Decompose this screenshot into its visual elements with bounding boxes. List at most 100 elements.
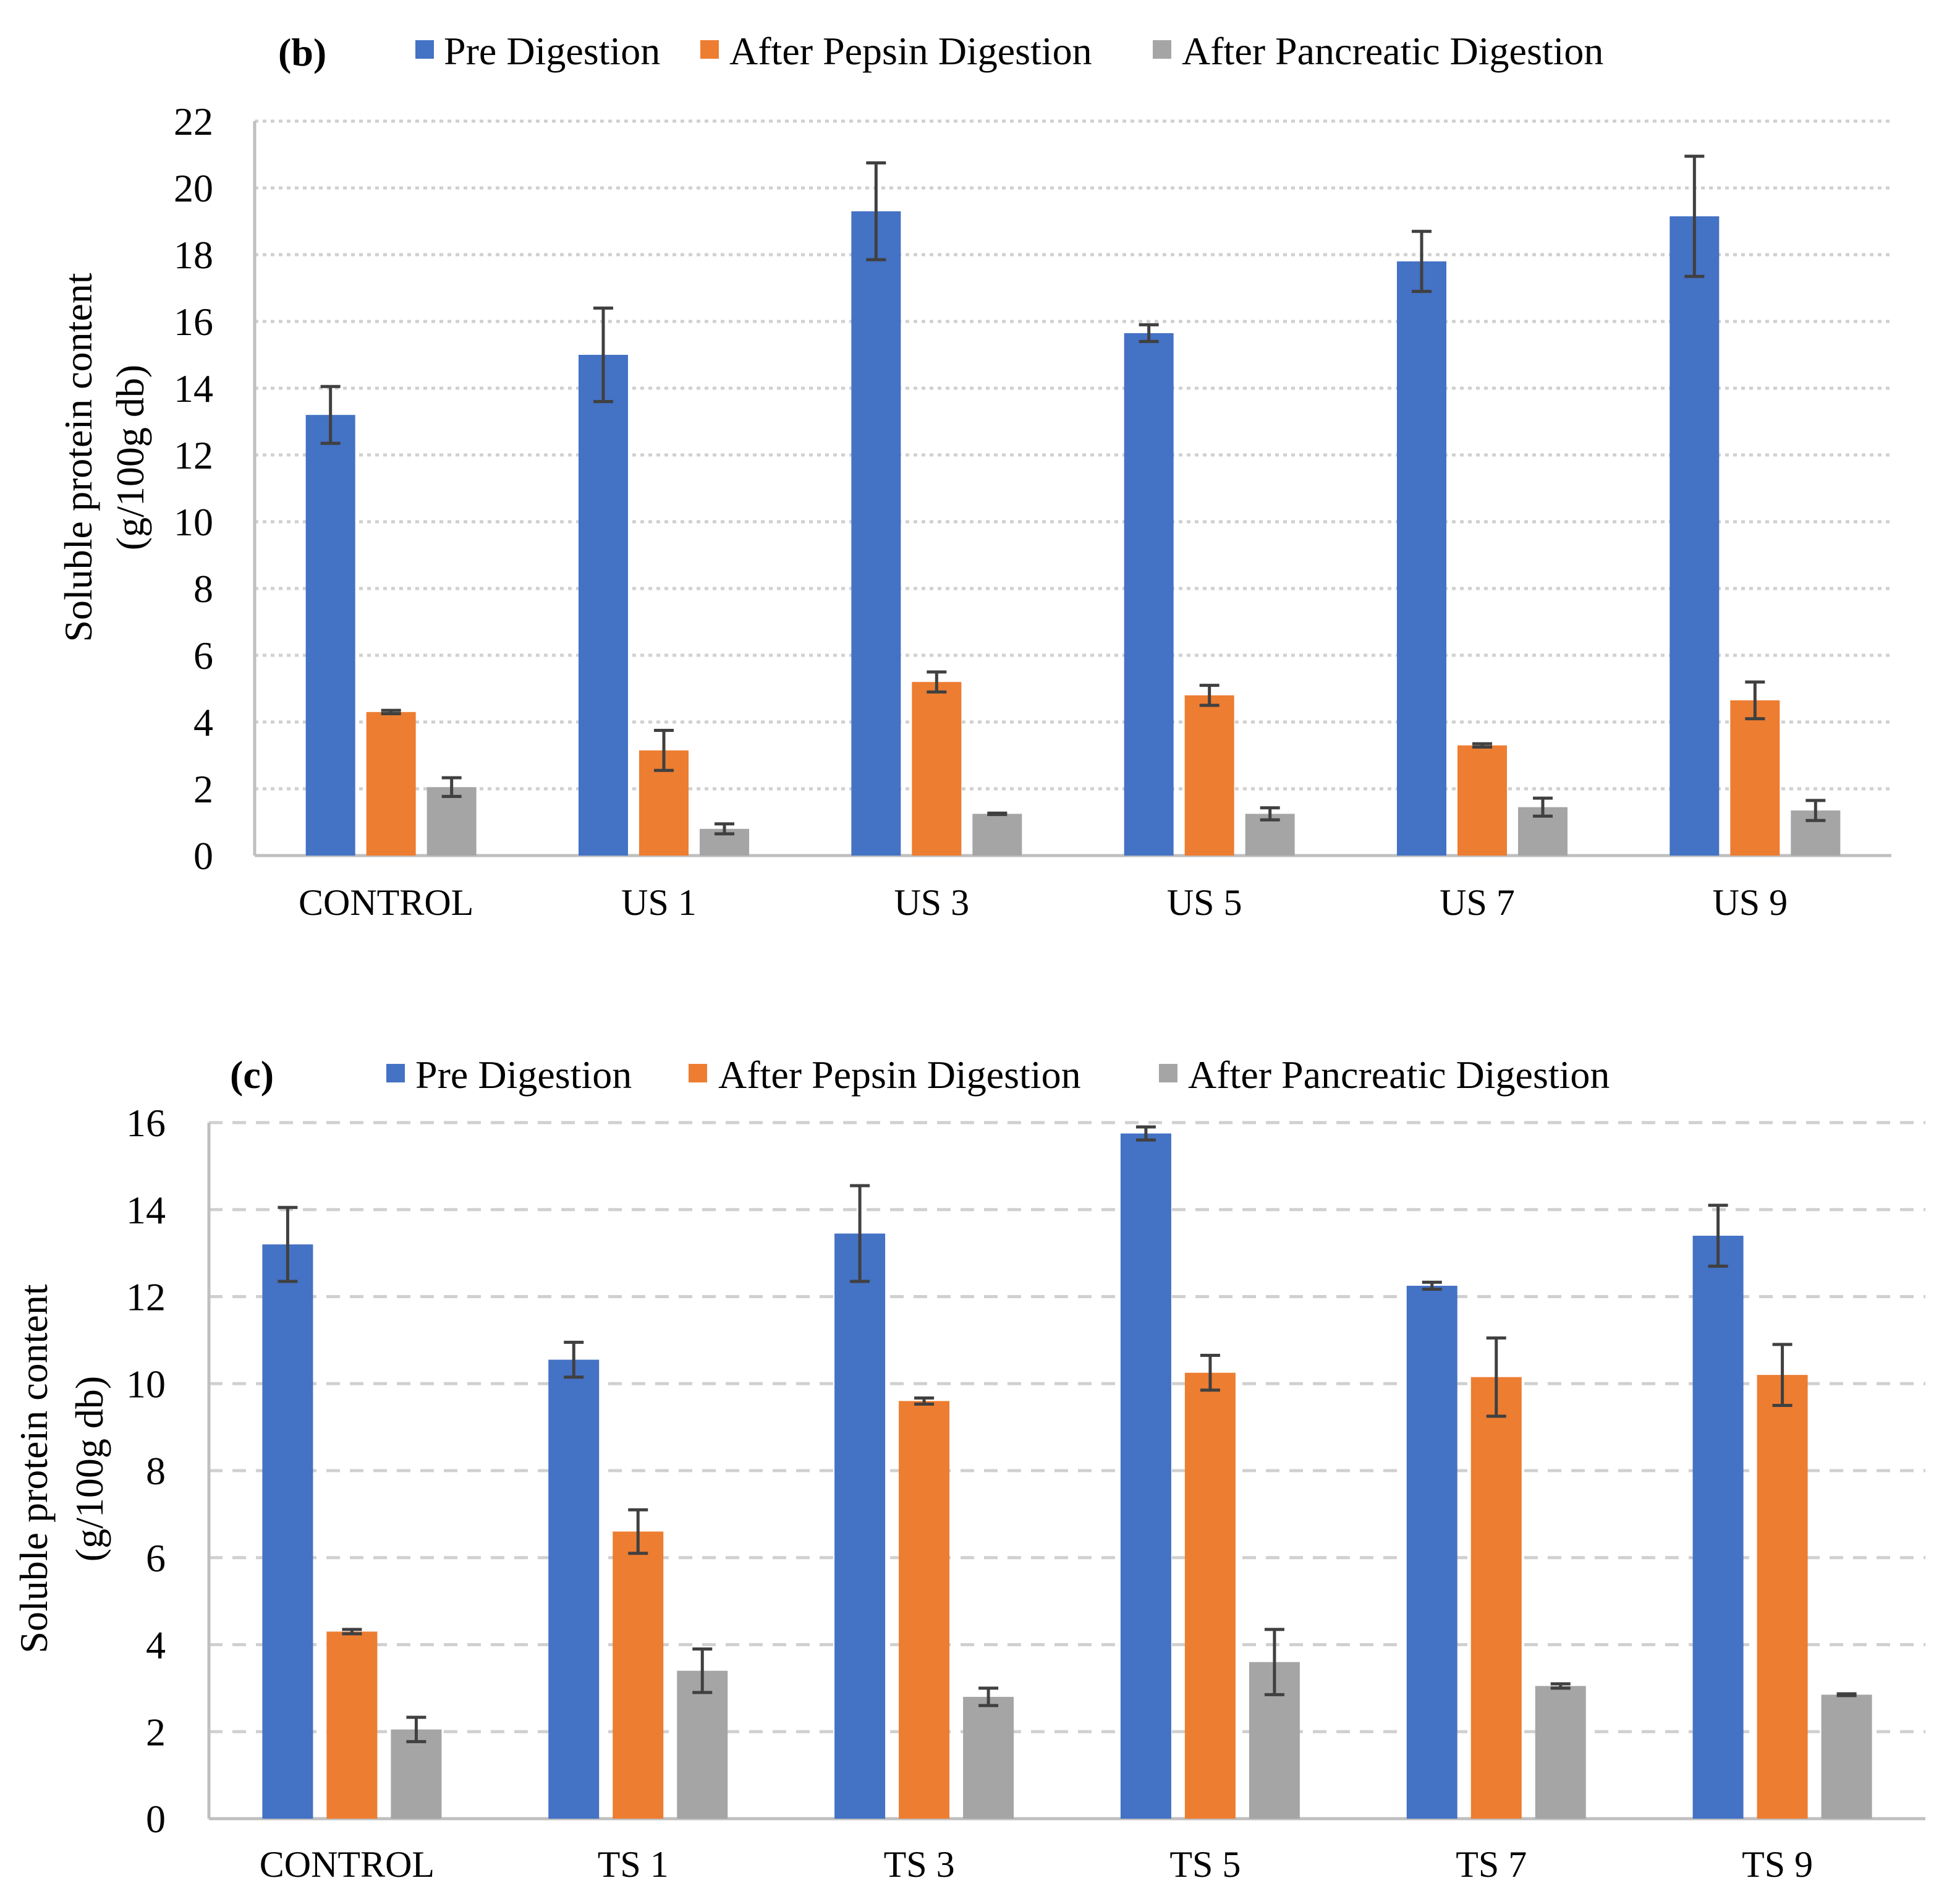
legend-swatch [415,40,434,59]
bar-pancreatic [426,787,477,856]
legend-item-pepsin: After Pepsin Digestion [700,29,1092,73]
y-tick-label: 6 [146,1536,166,1580]
bar-pancreatic [677,1670,728,1819]
error-bar [715,822,734,836]
y-axis-title-line2: (g/100g db) [108,365,152,550]
y-tick-label: 4 [146,1623,166,1667]
error-bar [1745,680,1765,721]
error-bar [1200,1354,1220,1392]
y-tick-labels: 0 2 4 6 8 10 12 14 16 18 20 22 [174,100,213,878]
error-bar [978,1686,999,1707]
error-bar [406,1715,426,1743]
error-bar [628,1508,648,1555]
error-bar [1135,1125,1156,1142]
error-bar [1836,1692,1857,1698]
legend-label: After Pancreatic Digestion [1188,1053,1610,1097]
error-bar [1805,799,1826,822]
bar-pancreatic [972,814,1022,856]
panel-label: (c) [230,1053,274,1097]
bar-pre [1406,1285,1457,1819]
bar-pre [305,415,355,856]
x-category-label: US 1 [621,882,697,923]
y-tick-label: 6 [193,634,213,678]
bar-pepsin [366,712,416,856]
gridlines [209,1121,1925,1733]
error-bar [1486,1336,1506,1418]
y-tick-label: 18 [174,233,213,277]
y-tick-label: 0 [193,834,213,878]
y-tick-label: 10 [126,1362,166,1406]
bar-pancreatic [1535,1686,1586,1819]
error-bar [1684,155,1705,278]
error-bars [278,1125,1857,1743]
y-tick-label: 0 [146,1797,166,1841]
y-tick-label: 4 [193,700,213,744]
error-bar [320,385,341,445]
x-category-label: TS 7 [1456,1844,1527,1885]
x-category-label: CONTROL [299,882,473,923]
bar-pre [851,211,901,856]
panel-label: (b) [278,30,326,74]
bar-pepsin [1184,1372,1236,1819]
x-category-label: US 9 [1712,882,1788,923]
x-category-label: TS 9 [1742,1844,1813,1885]
y-tick-label: 16 [126,1101,166,1145]
legend-label: Pre Digestion [415,1053,632,1097]
error-bar [1772,1343,1792,1407]
error-bar [564,1340,584,1379]
bar-pre [579,355,628,856]
legend-item-pancreatic: After Pancreatic Digestion [1153,29,1603,73]
error-bar [927,670,947,694]
legend-swatch [386,1064,405,1082]
legend-label: After Pepsin Digestion [729,29,1092,73]
error-bar [1264,1628,1284,1696]
error-bars [320,155,1826,836]
legend-item-pancreatic: After Pancreatic Digestion [1159,1053,1610,1097]
x-category-label: US 5 [1167,882,1242,923]
bar-pre [1397,261,1446,856]
error-bar [692,1647,713,1694]
bar-pepsin [613,1531,664,1819]
bar-pepsin [1730,700,1780,856]
bars [305,211,1841,856]
y-tick-labels: 0 2 4 6 8 10 12 14 16 [126,1101,166,1841]
bar-pre [834,1233,886,1819]
y-tick-label: 14 [126,1188,166,1232]
y-tick-label: 2 [146,1710,166,1754]
y-tick-label: 14 [174,367,213,410]
x-category-labels: CONTROL TS 1 TS 3 TS 5 TS 7 TS 9 [260,1844,1813,1885]
y-tick-label: 20 [174,166,213,210]
bar-pre [1124,333,1174,856]
chart-panel-c: 0 2 4 6 8 10 12 14 16 CONTROL TS 1 TS 3 TS 5 TS 7 TS 9… [12,1053,1925,1885]
legend: Pre Digestion After Pepsin Digestion After… [415,29,1603,73]
y-tick-label: 10 [174,500,213,544]
bar-pepsin [899,1401,950,1819]
bar-pepsin [1470,1377,1522,1819]
error-bar [1139,323,1159,343]
y-tick-label: 8 [193,567,213,611]
legend-label: After Pancreatic Digestion [1182,29,1603,73]
error-bar [866,161,886,261]
bar-pepsin [1184,695,1234,856]
y-axis-title-line1: Soluble protein content [56,273,100,642]
error-bar [1260,806,1280,822]
x-category-label: TS 5 [1169,1844,1241,1885]
legend-swatch [689,1064,707,1082]
error-bar [654,729,674,772]
y-tick-label: 22 [174,100,213,143]
error-bar [1533,796,1553,818]
y-tick-label: 12 [174,433,213,477]
bar-pancreatic [1821,1694,1872,1819]
y-tick-label: 2 [193,767,213,811]
error-bar [987,811,1008,817]
y-tick-label: 16 [174,300,213,344]
legend-item-pepsin: After Pepsin Digestion [689,1053,1081,1097]
legend-swatch [1159,1064,1177,1082]
error-bar [914,1396,935,1406]
y-axis-title-line2: (g/100g db) [67,1376,111,1562]
error-bar [593,306,613,404]
error-bar [1708,1204,1728,1268]
y-tick-label: 12 [126,1275,166,1319]
error-bar [1550,1682,1571,1690]
legend-swatch [700,40,719,59]
